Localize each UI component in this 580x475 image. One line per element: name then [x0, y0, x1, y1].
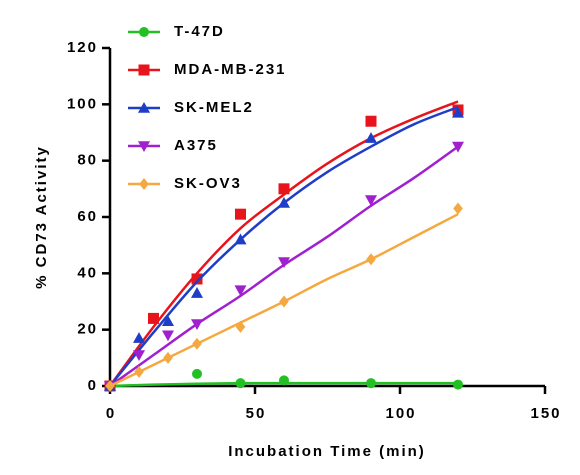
data-point: [148, 312, 159, 324]
data-point: [133, 350, 145, 362]
y-tick-label: 20: [77, 321, 98, 338]
data-point: [279, 375, 289, 386]
legend-marker: [138, 102, 150, 113]
x-tick-label: 50: [246, 405, 267, 422]
legend-label: A375: [174, 137, 218, 154]
data-point: [235, 378, 246, 389]
data-point: [234, 233, 247, 245]
data-point: [365, 132, 377, 143]
data-point: [163, 351, 173, 364]
data-point: [191, 319, 203, 331]
x-tick-label: 100: [385, 405, 416, 422]
data-point: [366, 253, 376, 266]
y-tick-label: 60: [77, 208, 98, 225]
data-point: [191, 287, 203, 298]
x-tick-label: 0: [106, 405, 116, 422]
legend-label: SK-MEL2: [174, 99, 254, 116]
data-point: [365, 115, 377, 127]
data-point: [453, 202, 463, 215]
legend-label: T-47D: [174, 23, 225, 40]
legend-marker: [138, 141, 150, 152]
data-point: [453, 379, 463, 390]
x-tick-label: 150: [530, 405, 561, 422]
data-point: [278, 257, 290, 269]
data-point: [279, 295, 289, 308]
data-point: [162, 330, 174, 342]
y-axis-label: % CD73 Activity: [33, 145, 50, 289]
legend-label: MDA-MB-231: [174, 61, 287, 78]
y-tick-label: 100: [67, 95, 98, 112]
data-point: [235, 320, 246, 333]
data-point: [278, 196, 290, 208]
data-point: [234, 285, 247, 297]
y-tick-label: 80: [77, 152, 98, 169]
legend-marker: [139, 27, 149, 37]
y-tick-label: 0: [88, 377, 98, 394]
data-point: [105, 380, 115, 392]
y-tick-label: 40: [77, 264, 98, 281]
legend-marker: [139, 178, 149, 190]
x-axis-label: Incubation Time (min): [228, 443, 426, 460]
data-point: [366, 378, 376, 389]
data-point: [191, 273, 203, 285]
data-point: [365, 195, 377, 207]
data-point: [162, 315, 174, 327]
data-point: [452, 141, 464, 153]
y-tick-label: 120: [67, 39, 98, 56]
data-point: [235, 208, 246, 220]
data-point: [133, 332, 145, 343]
data-point: [192, 337, 202, 350]
fit-curve: [108, 100, 459, 387]
data-point: [192, 368, 202, 379]
legend-marker: [138, 64, 150, 76]
data-point: [134, 365, 144, 378]
data-point: [278, 183, 290, 195]
data-point: [452, 106, 464, 118]
legend-label: SK-OV3: [174, 175, 242, 192]
